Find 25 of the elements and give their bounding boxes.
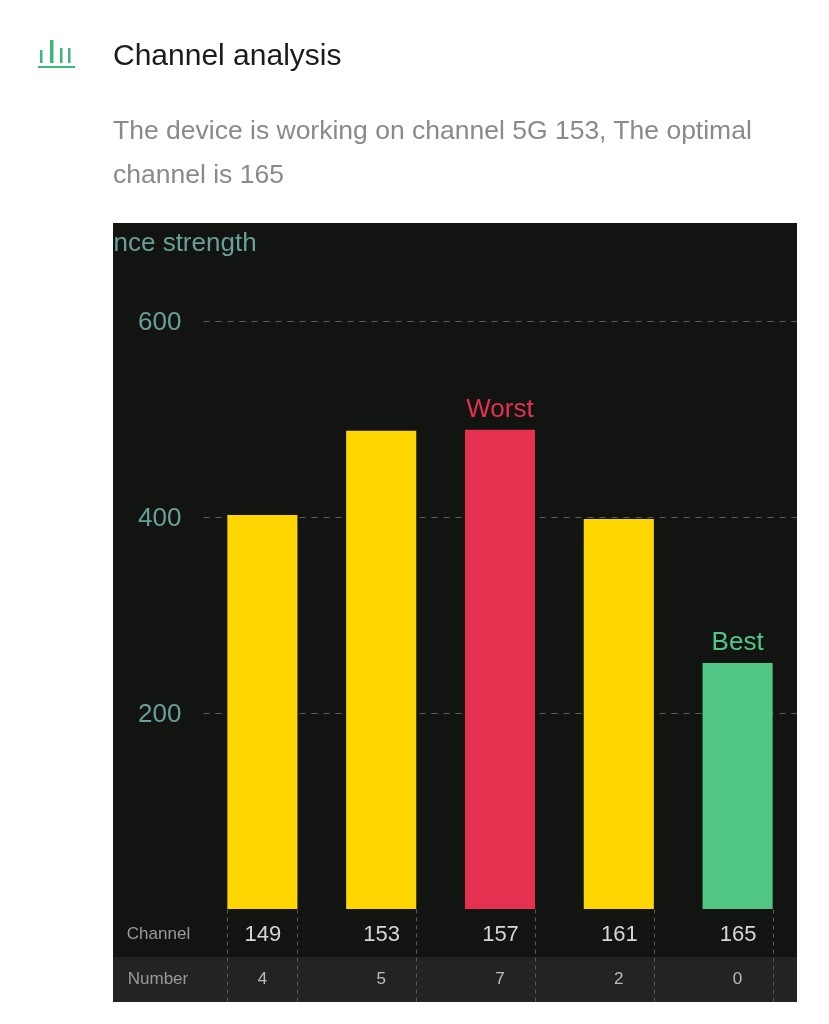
text: 0: [732, 969, 743, 988]
x-tick-label: 153: [363, 920, 401, 946]
text: 4: [257, 969, 268, 988]
bar: [464, 429, 536, 909]
x-tick-label: 157: [482, 920, 519, 946]
x-axis-title: Channel: [126, 923, 191, 943]
bar: [583, 518, 654, 909]
text: 7: [495, 969, 505, 988]
x-tick-label: 165: [719, 920, 757, 946]
bar: [346, 430, 417, 909]
text: 2: [614, 969, 624, 988]
chart-subtitle: The device is working on channel 5G 153, The optimal channel is 165: [113, 114, 753, 191]
y-tick-label: 400: [138, 501, 182, 532]
x-tick-label: 161: [600, 920, 638, 946]
text: 5: [376, 969, 386, 988]
y-tick-label: 600: [138, 305, 182, 336]
annotation: Worst: [466, 392, 535, 423]
y-axis-title: nce strength: [113, 226, 257, 257]
text: Number: [127, 969, 189, 988]
bar: [227, 515, 298, 909]
bar: [702, 663, 773, 909]
annotation: Best: [711, 626, 765, 657]
x-tick-label: 149: [244, 920, 282, 946]
y-tick-label: 200: [138, 697, 182, 728]
chart-title: Channel analysis: [113, 37, 342, 73]
